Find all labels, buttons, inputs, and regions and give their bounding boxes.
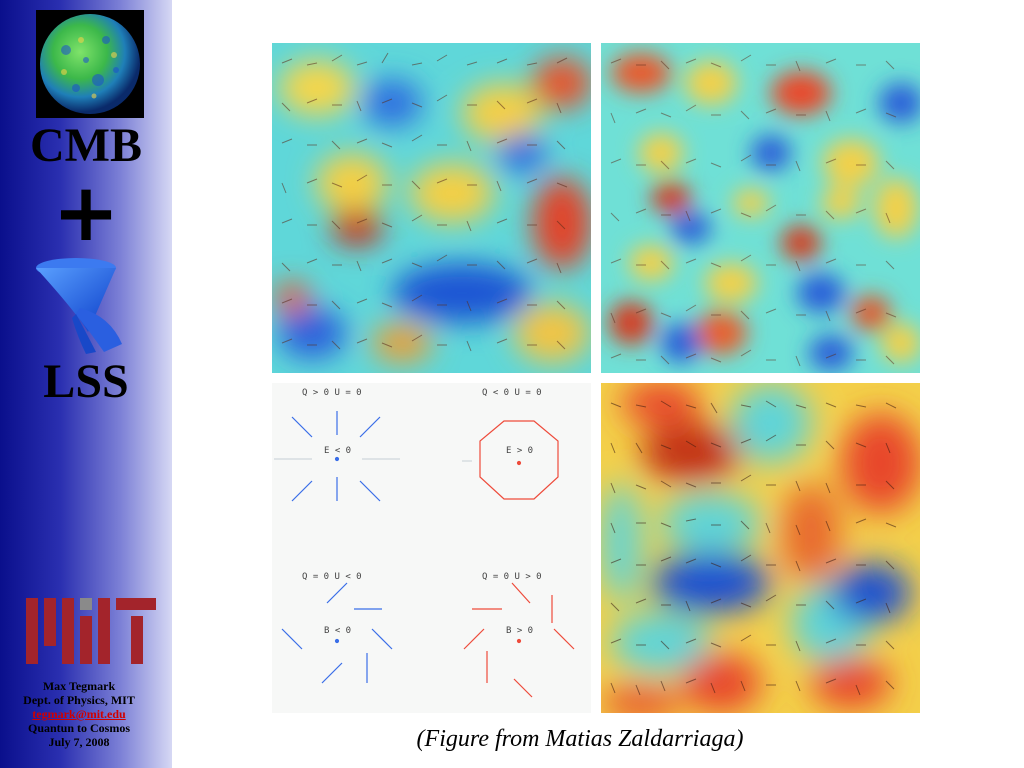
- diagram-br-condition: Q = 0 U > 0: [482, 572, 542, 582]
- talk-title: Quantun to Cosmos: [27, 721, 131, 735]
- diagram-tl-condition: Q > 0 U = 0: [302, 388, 362, 398]
- diagram-tr-center-label: E > 0: [506, 446, 533, 456]
- diagram-tl-pattern: [274, 411, 400, 502]
- author-name: Max Tegmark: [42, 679, 116, 693]
- mit-logo: [26, 598, 156, 668]
- diagram-tl-center-label: E < 0: [324, 446, 351, 456]
- sidebar-plus-sign: +: [52, 166, 120, 259]
- diagram-bl-center-label: B < 0: [324, 626, 351, 636]
- light-cone-icon: [30, 252, 130, 356]
- diagram-tr-condition: Q < 0 U = 0: [482, 388, 542, 398]
- e-mode-polarization-map: [272, 43, 591, 373]
- sidebar-title-lss: LSS: [43, 355, 129, 408]
- figure-caption: (Figure from Matias Zaldarriaga): [416, 726, 744, 752]
- diagram-br-center-label: B > 0: [506, 626, 533, 636]
- sidebar-title-cmb: CMB: [30, 119, 142, 172]
- lensing-polarization-map: [601, 383, 920, 713]
- diagram-bl-condition: Q = 0 U < 0: [302, 572, 362, 582]
- b-mode-polarization-map: [601, 43, 920, 373]
- author-email-link[interactable]: tegmark@mit.edu: [32, 707, 126, 721]
- author-info: Max Tegmark Dept. of Physics, MIT tegmar…: [0, 679, 158, 749]
- diagram-tr-pattern: [462, 420, 559, 500]
- cmb-sky-globe-image: [36, 10, 144, 118]
- diagram-br-pattern: [463, 582, 575, 698]
- eb-mode-diagram: Q > 0 U = 0 E < 0 Q < 0 U = 0 E > 0 Q = …: [272, 383, 591, 713]
- talk-date: July 7, 2008: [48, 735, 110, 749]
- author-dept: Dept. of Physics, MIT: [23, 693, 135, 707]
- diagram-bl-pattern: [281, 582, 393, 684]
- sidebar: CMB + LSS: [0, 0, 172, 768]
